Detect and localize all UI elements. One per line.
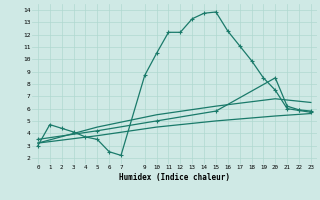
X-axis label: Humidex (Indice chaleur): Humidex (Indice chaleur) [119,173,230,182]
